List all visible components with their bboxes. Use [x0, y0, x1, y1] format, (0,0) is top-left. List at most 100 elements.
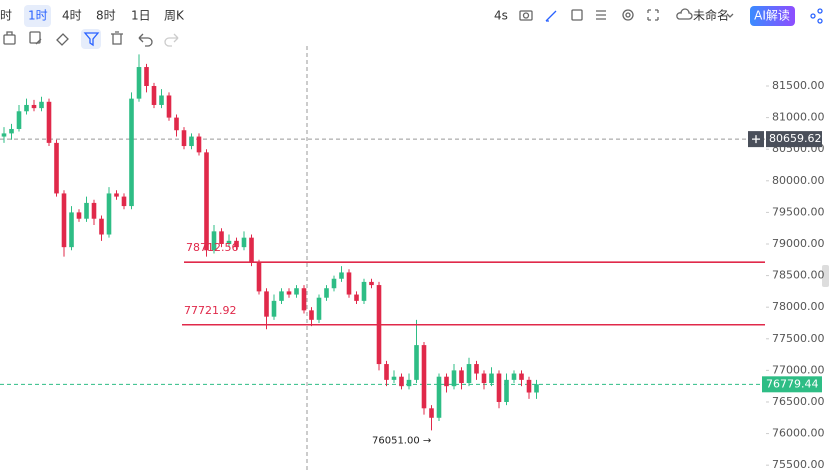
- candle-body: [69, 212, 74, 248]
- candle-body: [421, 345, 427, 409]
- ai-button-label: AI解读: [754, 9, 790, 23]
- price-line-label: 77721.92: [184, 304, 237, 317]
- candle-body: [489, 373, 494, 384]
- active-interval-bg: [24, 5, 51, 27]
- candle-body: [429, 408, 434, 418]
- interval[interactable]: 1时: [28, 9, 48, 23]
- share-icon[interactable]: [810, 8, 823, 24]
- candle-body: [159, 95, 164, 105]
- y-tick-label: 78000.00: [772, 300, 825, 313]
- candle-body: [1, 133, 7, 137]
- candle-body: [99, 218, 104, 235]
- interval[interactable]: 8时: [96, 9, 116, 23]
- candle-body: [534, 384, 539, 393]
- candle-body: [189, 136, 194, 147]
- candle-body: [196, 136, 202, 153]
- candle-body: [54, 142, 59, 194]
- candle-body: [129, 98, 134, 207]
- candle-body: [174, 117, 179, 131]
- candle-body: [511, 373, 517, 380]
- candle-body: [496, 373, 502, 402]
- candle-body: [481, 373, 487, 384]
- low-annotation: 76051.00 →: [372, 435, 431, 446]
- timer: 4s: [494, 9, 508, 23]
- candle-body: [226, 240, 232, 244]
- candle-body: [151, 86, 157, 105]
- candle-body: [24, 104, 29, 112]
- candle-body: [39, 101, 44, 109]
- candle-body: [114, 193, 119, 197]
- candle-body: [84, 202, 89, 219]
- candle-body: [61, 193, 67, 248]
- dropdown-caret: [726, 13, 734, 18]
- y-tick-label: 78500.00: [772, 269, 825, 282]
- y-tick-label: 76000.00: [772, 427, 825, 440]
- candle-body: [384, 364, 389, 380]
- marker-price-label: 80659.62: [769, 132, 822, 145]
- candle-body: [91, 202, 97, 219]
- candle-body: [264, 291, 269, 317]
- candle-body: [309, 310, 314, 320]
- candle-body: [106, 193, 112, 235]
- ai-button[interactable]: [750, 6, 795, 26]
- candle-body: [144, 67, 149, 87]
- candle-body: [474, 364, 479, 374]
- candle-body: [76, 212, 82, 219]
- y-tick-label: 75500.00: [772, 458, 825, 471]
- candle-body: [444, 376, 449, 387]
- price-line-label: 78712.56: [186, 241, 239, 254]
- candle-body: [406, 379, 412, 387]
- candle-body: [339, 272, 344, 279]
- y-tick-label: 77500.00: [772, 332, 825, 345]
- add-icon: [752, 135, 760, 144]
- marker-price-box: [766, 131, 822, 148]
- drawing-tools[interactable]: [3, 31, 179, 47]
- last-price-box: [762, 376, 822, 393]
- candle-body: [504, 379, 509, 402]
- last-price-label: 76779.44: [766, 377, 819, 390]
- candle-body: [324, 288, 329, 298]
- candle-body: [331, 278, 337, 289]
- candle-body: [31, 104, 37, 109]
- candle-body: [234, 240, 239, 248]
- interval[interactable]: 1日: [131, 9, 151, 23]
- candle-body: [466, 364, 472, 384]
- candle-body: [9, 128, 14, 134]
- active-tool-bg: [81, 29, 101, 49]
- candle-body: [414, 345, 419, 380]
- candle-body: [121, 196, 127, 207]
- candle-body: [271, 300, 277, 317]
- candle-body: [241, 237, 247, 248]
- candle-body: [166, 95, 172, 118]
- y-tick-label: 80000.00: [772, 174, 825, 187]
- candle-body: [219, 231, 224, 244]
- toolbar-icons[interactable]: [519, 8, 693, 22]
- candle-body: [204, 152, 209, 251]
- candle-body: [286, 291, 292, 295]
- interval[interactable]: 4时: [62, 9, 82, 23]
- candle-body: [391, 376, 397, 380]
- candle-body: [346, 272, 352, 295]
- layout-name[interactable]: 未命名: [693, 8, 729, 23]
- candle-body: [136, 67, 142, 99]
- candle-body: [301, 288, 307, 311]
- interval[interactable]: 周K: [164, 9, 185, 23]
- candle-body: [459, 370, 464, 384]
- scroll-handle[interactable]: [822, 265, 829, 287]
- candle-body: [16, 111, 22, 129]
- y-tick-label: 76500.00: [772, 395, 825, 408]
- candle-body: [181, 130, 187, 147]
- candle-body: [256, 262, 262, 292]
- candle-body: [316, 297, 322, 320]
- candle-body: [451, 370, 457, 387]
- interval[interactable]: 时: [0, 9, 12, 23]
- candle-body: [526, 379, 532, 393]
- candle-body: [369, 281, 374, 286]
- y-tick-label: 81500.00: [772, 79, 825, 92]
- candle-body: [399, 376, 404, 387]
- candle-body: [211, 231, 217, 251]
- y-tick-label: 77000.00: [772, 363, 825, 376]
- candle-body: [361, 281, 367, 301]
- y-tick-label: 81000.00: [772, 111, 825, 124]
